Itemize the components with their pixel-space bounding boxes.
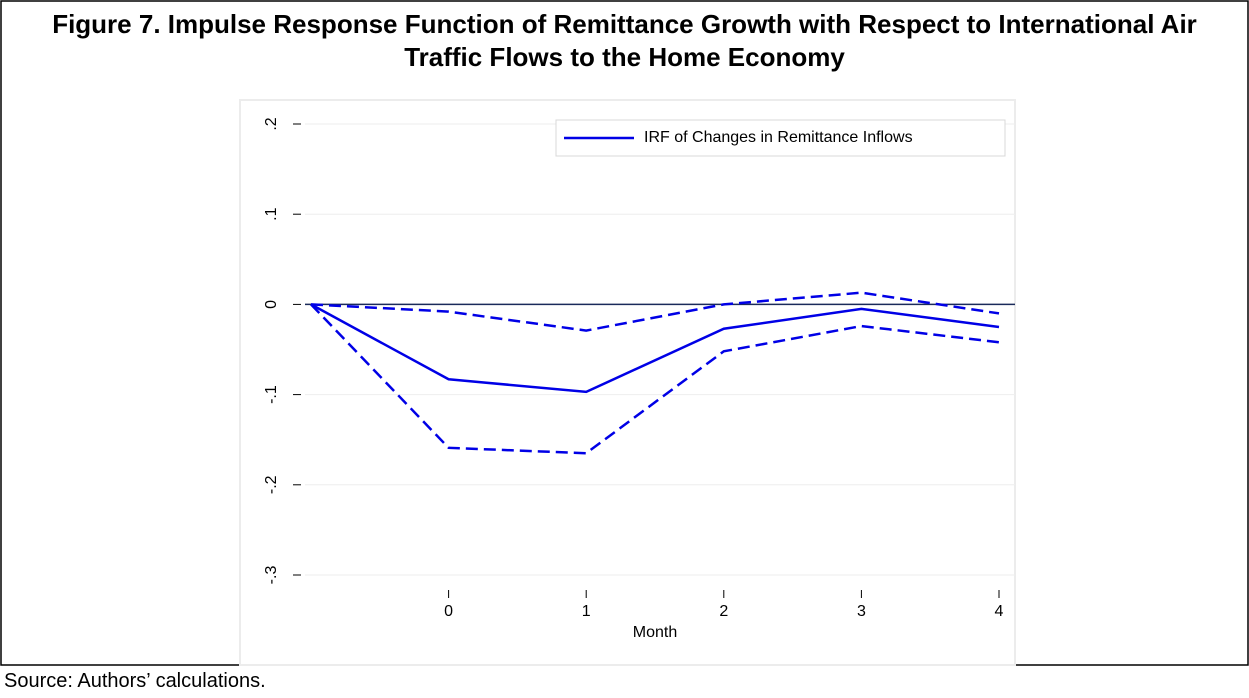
x-tick-label: 2 (719, 603, 728, 620)
x-tick-label: 3 (857, 603, 866, 620)
y-tick-label: -.2 (263, 475, 280, 494)
y-tick-label: -.1 (263, 385, 280, 404)
x-axis-label: Month (633, 624, 677, 641)
plot-panel (239, 99, 1016, 666)
series-line (310, 291, 1000, 332)
x-tick-label: 0 (444, 603, 453, 620)
y-tick-label: .2 (263, 117, 280, 130)
series-line (310, 303, 1000, 455)
y-tick-label: -.3 (263, 566, 280, 585)
x-tick-label: 4 (995, 603, 1004, 620)
source-note: Source: Authors’ calculations. (4, 670, 266, 692)
series-line (310, 303, 1000, 394)
x-tick-label: 1 (582, 603, 591, 620)
legend-label: IRF of Changes in Remittance Inflows (644, 129, 913, 146)
y-tick-label: 0 (263, 300, 280, 309)
y-tick-label: .1 (263, 207, 280, 220)
chart-title: Figure 7. Impulse Response Function of R… (52, 9, 1197, 72)
